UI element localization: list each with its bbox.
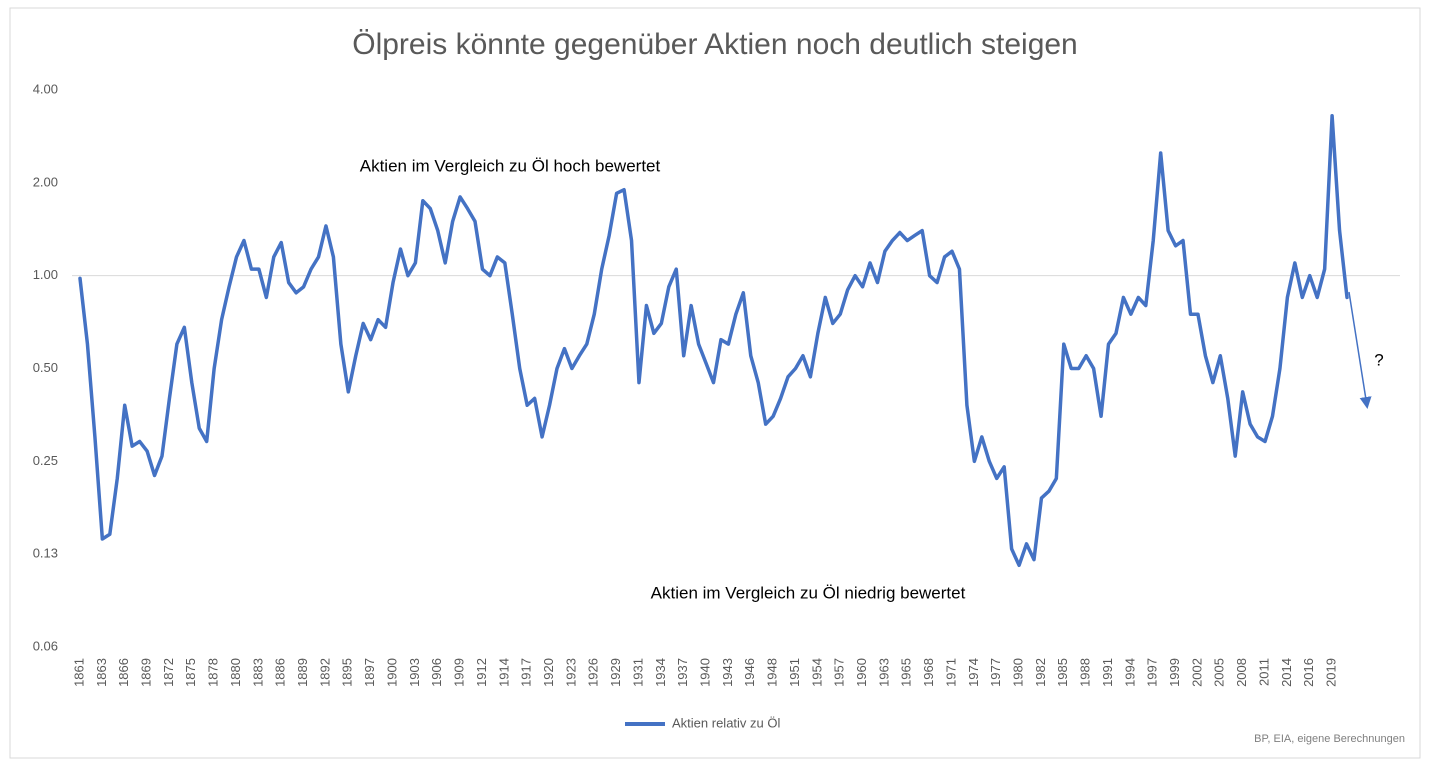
x-tick-label: 1931 [630, 658, 645, 687]
x-tick-label: 1988 [1078, 658, 1093, 687]
x-tick-label: 1895 [340, 658, 355, 687]
x-tick-label: 1872 [161, 658, 176, 687]
x-tick-label: 1883 [250, 658, 265, 687]
x-tick-label: 1940 [697, 658, 712, 687]
x-tick-label: 1965 [899, 658, 914, 687]
y-tick-label: 0.25 [33, 453, 58, 468]
annotation: ? [1374, 350, 1383, 369]
x-tick-label: 1929 [608, 658, 623, 687]
legend-label: Aktien relativ zu Öl [672, 715, 780, 730]
x-tick-label: 1917 [519, 658, 534, 687]
x-tick-label: 1861 [71, 658, 86, 687]
x-tick-label: 1980 [1011, 658, 1026, 687]
x-tick-label: 1946 [742, 658, 757, 687]
x-tick-label: 1997 [1145, 658, 1160, 687]
x-tick-label: 1914 [496, 658, 511, 687]
x-tick-label: 2011 [1256, 658, 1271, 686]
x-tick-label: 1974 [966, 658, 981, 687]
x-tick-label: 1957 [832, 658, 847, 687]
x-tick-label: 1943 [720, 658, 735, 687]
y-tick-label: 0.13 [33, 546, 58, 561]
annotation: Aktien im Vergleich zu Öl niedrig bewert… [651, 583, 966, 602]
x-tick-label: 1920 [541, 658, 556, 687]
x-tick-label: 1999 [1167, 658, 1182, 687]
x-tick-label: 1912 [474, 658, 489, 687]
x-tick-label: 1934 [653, 658, 668, 687]
x-tick-label: 1968 [921, 658, 936, 687]
x-tick-label: 1889 [295, 658, 310, 687]
x-tick-label: 1903 [407, 658, 422, 687]
x-tick-label: 1926 [586, 658, 601, 687]
x-tick-label: 1923 [563, 658, 578, 687]
x-tick-label: 1878 [206, 658, 221, 687]
x-tick-label: 1954 [809, 658, 824, 687]
x-tick-label: 1991 [1100, 658, 1115, 687]
y-tick-label: 0.50 [33, 360, 58, 375]
x-tick-label: 1906 [429, 658, 444, 687]
source: BP, EIA, eigene Berechnungen [1254, 733, 1405, 745]
data-line [78, 114, 1349, 568]
arrow [1348, 291, 1372, 409]
x-tick-label: 1866 [116, 658, 131, 687]
x-tick-label: 1985 [1055, 658, 1070, 687]
x-tick-label: 1948 [765, 658, 780, 687]
x-tick-label: 2019 [1324, 658, 1339, 687]
x-tick-label: 1971 [943, 658, 958, 687]
y-tick-label: 4.00 [33, 81, 58, 96]
x-tick-label: 1880 [228, 658, 243, 687]
x-tick-label: 2005 [1212, 658, 1227, 687]
x-tick-label: 1937 [675, 658, 690, 687]
y-tick-label: 1.00 [33, 267, 58, 282]
x-tick-label: 2008 [1234, 658, 1249, 687]
x-tick-label: 1892 [317, 658, 332, 687]
annotation: Aktien im Vergleich zu Öl hoch bewertet [360, 156, 661, 175]
x-tick-label: 1869 [139, 658, 154, 687]
x-tick-label: 1960 [854, 658, 869, 687]
x-tick-label: 1863 [94, 658, 109, 687]
x-tick-label: 1951 [787, 658, 802, 687]
x-tick-label: 1994 [1122, 658, 1137, 687]
x-tick-label: 1963 [876, 658, 891, 687]
x-tick-label: 1909 [452, 658, 467, 687]
x-tick-label: 1900 [384, 658, 399, 687]
x-tick-label: 2002 [1189, 658, 1204, 687]
y-tick-label: 0.06 [33, 638, 58, 653]
x-tick-label: 2016 [1301, 658, 1316, 687]
x-tick-label: 1977 [988, 658, 1003, 687]
x-tick-label: 1886 [273, 658, 288, 687]
x-tick-label: 1875 [183, 658, 198, 687]
x-tick-label: 1897 [362, 658, 377, 687]
x-tick-label: 2014 [1279, 658, 1294, 687]
x-tick-label: 1982 [1033, 658, 1048, 687]
y-tick-label: 2.00 [33, 174, 58, 189]
chart-title: Ölpreis könnte gegenüber Aktien noch deu… [352, 28, 1078, 61]
